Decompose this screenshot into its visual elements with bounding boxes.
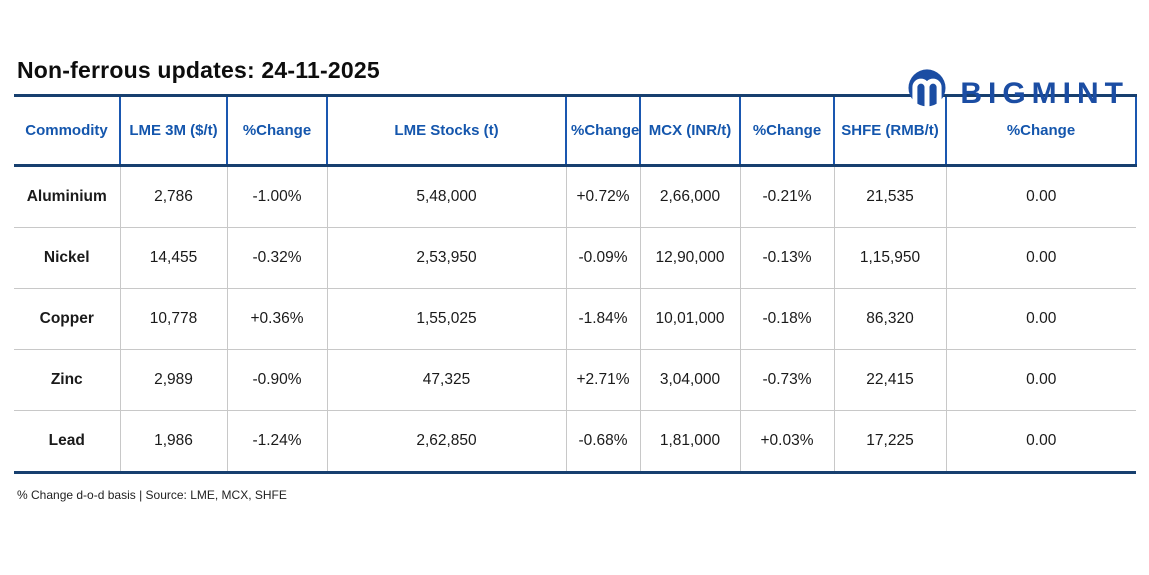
cell-commodity: Aluminium xyxy=(26,188,107,205)
cell-percent-change: -1.24% xyxy=(226,410,327,474)
bigmint-logo-text: BIGMINT xyxy=(960,77,1129,110)
cell-commodity: Lead xyxy=(14,410,120,474)
table-row: Zinc 2,989 -0.90% 47,325 +2.71% 3,04,000 -0.73… xyxy=(14,349,1136,411)
header-row: Commodity LME 3M ($/t) %Change LME Stocks (… xyxy=(14,95,1137,167)
cell-percent-change: 0.00 xyxy=(945,165,1136,228)
cell-value: 47,325 xyxy=(326,349,566,411)
cell-value: 86,320 xyxy=(833,288,946,350)
cell-value: 1,986 xyxy=(119,410,227,474)
cell-value: 1,15,950 xyxy=(833,227,946,289)
cell-percent-change: -0.32% xyxy=(226,227,327,289)
cell-commodity: Zinc xyxy=(14,349,120,411)
column-header: %Change xyxy=(739,95,834,167)
cell-percent-change: -0.21% xyxy=(739,165,834,228)
bigmint-logo: BIGMINT xyxy=(904,68,1129,120)
cell-value: 3,04,000 xyxy=(639,349,740,411)
non-ferrous-updates-table: Commodity LME 3M ($/t) %Change LME Stocks (… xyxy=(14,94,1137,474)
cell-percent-change: -0.09% xyxy=(565,227,640,289)
cell-percent-change: 0.00 xyxy=(945,410,1136,474)
cell-value: 1,55,025 xyxy=(326,288,566,350)
cell-value: 2,989 xyxy=(119,349,227,411)
column-header: Commodity xyxy=(14,95,120,167)
table-row: Lead 1,986 -1.24% 2,62,850 -0.68% 1,81,000 +0.… xyxy=(14,410,1136,474)
cell-percent-change: -1.00% xyxy=(226,165,327,228)
table-row: Aluminium 2,786 -1.00% 5,48,000 +0.72% 2,66,0… xyxy=(14,165,1136,228)
cell-percent-change: -0.18% xyxy=(739,288,834,350)
table-row: Nickel 14,455 -0.32% 2,53,950 -0.09% 12,90,00… xyxy=(14,227,1136,289)
cell-percent-change: 0.00 xyxy=(945,288,1136,350)
cell-percent-change: 0.00 xyxy=(945,227,1136,289)
cell-value: 17,225 xyxy=(833,410,946,474)
cell-value: 12,90,000 xyxy=(639,227,740,289)
cell-value: 2,62,850 xyxy=(326,410,566,474)
cell-percent-change: +0.36% xyxy=(226,288,327,350)
bigmint-logo-icon xyxy=(904,68,950,120)
cell-value: 10,01,000 xyxy=(639,288,740,350)
cell-value: 5,48,000 xyxy=(326,165,566,228)
cell-value: 2,786 xyxy=(119,165,227,228)
cell-value: 22,415 xyxy=(833,349,946,411)
cell-percent-change: +0.03% xyxy=(739,410,834,474)
cell-value: 2,66,000 xyxy=(639,165,740,228)
page-title: Non-ferrous updates: 24-11-2025 xyxy=(17,57,380,83)
column-header: LME Stocks (t) xyxy=(326,95,566,167)
table-row: Copper 10,778 +0.36% 1,55,025 -1.84% 10,01,00… xyxy=(14,288,1136,350)
cell-value: 2,53,950 xyxy=(326,227,566,289)
cell-percent-change: -0.13% xyxy=(739,227,834,289)
table-body: Aluminium 2,786 -1.00% 5,48,000 +0.72% 2,66,0… xyxy=(14,165,1136,474)
footnote: % Change d-o-d basis | Source: LME, MCX,… xyxy=(17,488,287,502)
cell-percent-change: +0.72% xyxy=(565,165,640,228)
cell-percent-change: 0.00 xyxy=(945,349,1136,411)
cell-percent-change: +2.71% xyxy=(565,349,640,411)
cell-value: 21,535 xyxy=(833,165,946,228)
cell-value: 14,455 xyxy=(119,227,227,289)
cell-value: 10,778 xyxy=(119,288,227,350)
cell-value: 1,81,000 xyxy=(639,410,740,474)
column-header: MCX (INR/t) xyxy=(639,95,740,167)
cell-percent-change: -1.84% xyxy=(565,288,640,350)
cell-percent-change: -0.90% xyxy=(226,349,327,411)
cell-percent-change: -0.68% xyxy=(565,410,640,474)
cell-percent-change: -0.73% xyxy=(739,349,834,411)
table-header: Commodity LME 3M ($/t) %Change LME Stocks (… xyxy=(14,95,1137,167)
column-header: %Change xyxy=(226,95,327,167)
column-header: %Change xyxy=(945,95,1137,167)
cell-commodity: Nickel xyxy=(14,227,120,289)
column-header: LME 3M ($/t) xyxy=(119,95,227,167)
column-header: %Change xyxy=(565,95,640,167)
cell-commodity: Copper xyxy=(14,288,120,350)
